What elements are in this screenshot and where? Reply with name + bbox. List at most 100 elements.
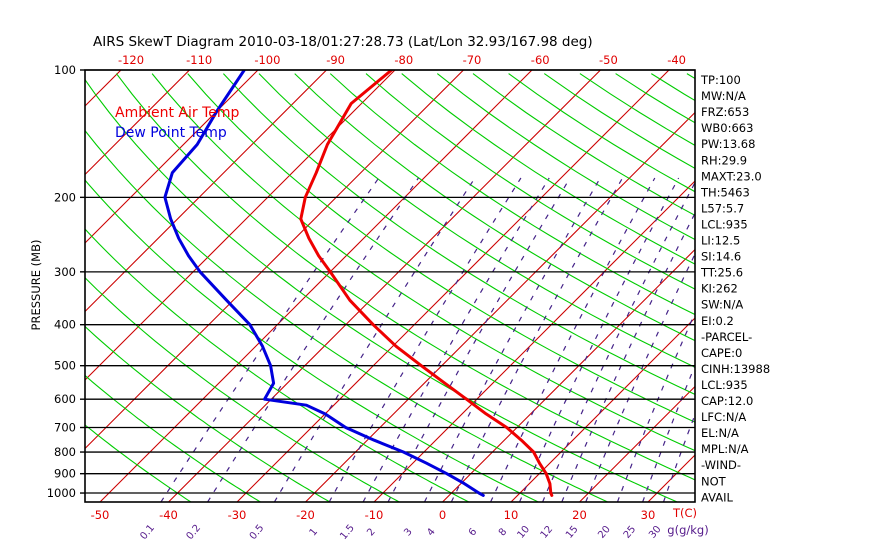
info-panel-item: LFC:N/A xyxy=(701,410,746,424)
info-panel-item: TT:25.6 xyxy=(700,266,743,280)
data-curves xyxy=(163,70,554,497)
mixing-ratio-line xyxy=(273,177,476,502)
legend-ambient-air-temp: Ambient Air Temp xyxy=(115,105,240,121)
bottom-temp-label: 30 xyxy=(641,508,656,522)
info-panel-item: WB0:663 xyxy=(701,121,753,135)
mixing-ratio-label: 2 xyxy=(365,526,378,538)
info-panel-item: -PARCEL- xyxy=(701,330,752,344)
mixing-ratio-label: 6 xyxy=(467,526,480,538)
bottom-temp-label: -10 xyxy=(365,508,384,522)
isotherm-line xyxy=(85,70,190,176)
temp-unit-label: T(C) xyxy=(672,506,697,520)
dry-adiabat-line xyxy=(294,73,695,342)
info-panel-item: -WIND- xyxy=(701,458,741,472)
info-panel-item: L57:5.7 xyxy=(701,201,744,215)
bottom-temp-label: 10 xyxy=(504,508,519,522)
info-panel-item: SI:14.6 xyxy=(701,250,741,264)
pressure-axis-title: PRESSURE (MB) xyxy=(29,240,43,331)
top-temp-label: -90 xyxy=(326,53,345,67)
isotherm-line xyxy=(305,111,695,502)
mixing-ratio-line xyxy=(328,177,522,502)
bottom-temp-label: -40 xyxy=(159,508,178,522)
pressure-tick-label: 400 xyxy=(54,318,76,332)
dry-adiabat-line xyxy=(85,325,331,502)
top-temp-labels: -120 -110 -100 -90 -80 -70 -60 -50 -40 xyxy=(118,53,686,67)
info-panel-item: MW:N/A xyxy=(701,89,746,103)
mixing-ratio-line xyxy=(662,412,695,502)
info-panel-item: RH:29.9 xyxy=(701,153,747,167)
dry-adiabat-lines xyxy=(85,73,695,502)
bottom-temp-label: 20 xyxy=(572,508,587,522)
info-panel-item: KI:262 xyxy=(701,282,738,296)
mixing-ratio-label: 1 xyxy=(308,526,321,538)
info-panel-item: LI:12.5 xyxy=(701,234,740,248)
bottom-temp-label: -30 xyxy=(228,508,247,522)
mixing-ratio-label: 4 xyxy=(425,526,438,538)
mixing-ratio-line xyxy=(490,177,656,502)
dry-adiabat-line xyxy=(365,73,695,290)
dewpoint-curve xyxy=(163,70,485,497)
info-panel-item: CAP:12.0 xyxy=(701,394,753,408)
dry-adiabat-line xyxy=(151,73,695,452)
bottom-temp-labels: -50 -40 -30 -20 -10 0 10 20 30 xyxy=(91,508,656,522)
isotherm-line xyxy=(168,70,601,502)
pressure-tick-label: 1000 xyxy=(47,486,76,500)
info-panel-item: SW:N/A xyxy=(701,298,743,312)
isotherm-line xyxy=(85,70,259,244)
pressure-tick-label: 900 xyxy=(54,467,76,481)
info-panel-item: LCL:935 xyxy=(701,378,748,392)
isotherm-line xyxy=(510,317,695,502)
isotherm-line xyxy=(85,70,464,450)
isotherm-line xyxy=(236,70,670,502)
top-temp-label: -120 xyxy=(118,53,144,67)
pressure-tick-label: 800 xyxy=(54,445,76,459)
top-temp-label: -50 xyxy=(599,53,618,67)
chart-title: AIRS SkewT Diagram 2010-03-18/01:27:28.7… xyxy=(93,34,593,50)
isotherm-line xyxy=(579,385,695,502)
pressure-tick-label: 300 xyxy=(54,265,76,279)
temperature-curve xyxy=(299,70,554,497)
mixing-ratio-line xyxy=(362,177,550,502)
info-panel-item: EL:N/A xyxy=(701,426,739,440)
pressure-tick-label: 600 xyxy=(54,392,76,406)
pressure-tick-labels: 100 200 300 400 500 600 700 800 900 1000 xyxy=(47,63,76,500)
mixing-ratio-line xyxy=(207,177,419,502)
dry-adiabat-line xyxy=(85,228,470,502)
dry-adiabat-line xyxy=(222,73,695,395)
top-temp-label: -110 xyxy=(186,53,212,67)
mixing-ratio-label: 8 xyxy=(497,526,510,538)
info-panel-item: EI:0.2 xyxy=(701,314,734,328)
isotherm-line xyxy=(85,70,327,313)
info-panel-item: TP:100 xyxy=(700,73,741,87)
mixing-ratio-unit-label: g(g/kg) xyxy=(667,523,708,537)
tick-marks xyxy=(80,69,85,494)
isotherm-line xyxy=(99,70,533,502)
legend-dew-point-temp: Dew Point Temp xyxy=(115,125,227,141)
info-panel-item: FRZ:653 xyxy=(701,105,749,119)
dry-adiabat-line xyxy=(401,73,695,265)
isotherm-line xyxy=(442,248,695,502)
bottom-temp-label: -50 xyxy=(91,508,110,522)
mixing-ratio-line xyxy=(387,177,571,502)
top-temp-label: -100 xyxy=(254,53,280,67)
info-panel-item: LCL:935 xyxy=(701,217,748,231)
top-temp-label: -70 xyxy=(463,53,482,67)
bottom-temp-label: 0 xyxy=(439,508,446,522)
mixing-ratio-line xyxy=(450,177,624,502)
top-temp-label: -40 xyxy=(667,53,686,67)
info-panel-item: PW:13.68 xyxy=(701,137,755,151)
dry-adiabat-line xyxy=(85,276,400,502)
dry-adiabat-line xyxy=(187,73,695,423)
info-panel-item: CINH:13988 xyxy=(701,362,770,376)
dry-adiabat-line xyxy=(85,424,192,502)
isotherm-line xyxy=(85,70,396,381)
top-temp-label: -80 xyxy=(394,53,413,67)
info-panel-item: AVAIL xyxy=(701,490,734,504)
top-temp-label: -60 xyxy=(531,53,550,67)
dry-adiabat-line xyxy=(85,179,539,502)
pressure-tick-label: 700 xyxy=(54,421,76,435)
pressure-tick-label: 100 xyxy=(54,63,76,77)
bottom-temp-label: -20 xyxy=(296,508,315,522)
dry-adiabat-line xyxy=(85,374,261,502)
